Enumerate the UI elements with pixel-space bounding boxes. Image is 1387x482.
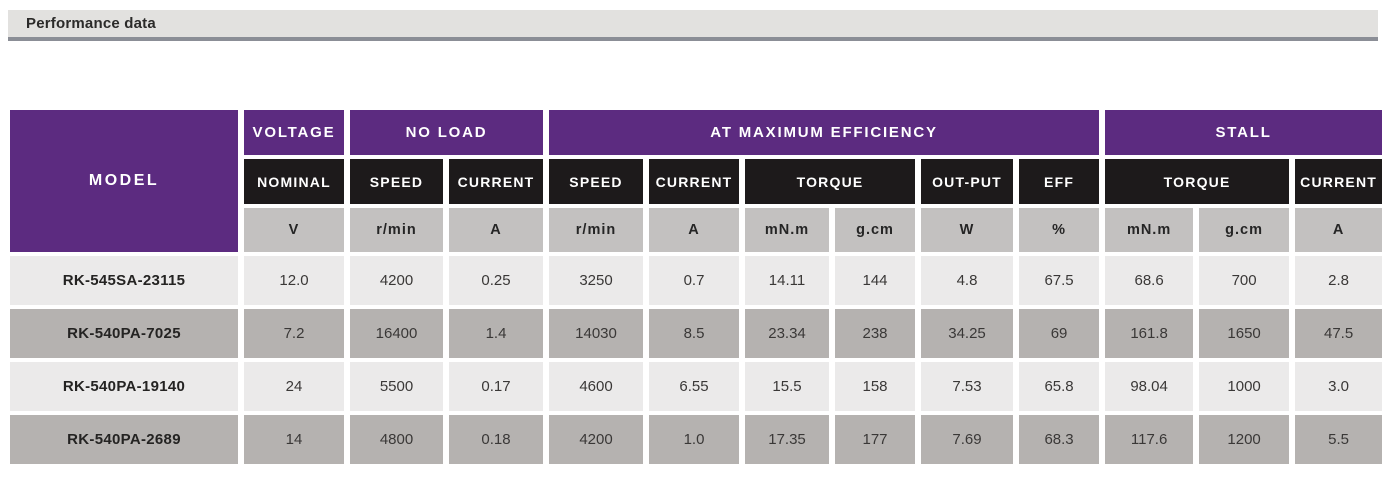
subheader-maxeff-torque: TORQUE bbox=[745, 159, 916, 204]
group-header-no-load: NO LOAD bbox=[350, 110, 544, 155]
value-cell: 14.11 bbox=[745, 256, 830, 305]
model-cell: RK-540PA-2689 bbox=[10, 415, 238, 464]
value-cell: 1.4 bbox=[449, 309, 544, 358]
value-cell: 1650 bbox=[1199, 309, 1290, 358]
performance-table: MODEL VOLTAGE NO LOAD AT MAXIMUM EFFICIE… bbox=[4, 106, 1387, 468]
value-cell: 158 bbox=[835, 362, 916, 411]
value-cell: 2.8 bbox=[1295, 256, 1383, 305]
value-cell: 7.69 bbox=[921, 415, 1014, 464]
value-cell: 68.3 bbox=[1019, 415, 1100, 464]
model-header-cell: MODEL bbox=[10, 110, 238, 252]
value-cell: 17.35 bbox=[745, 415, 830, 464]
value-cell: 6.55 bbox=[649, 362, 740, 411]
subheader-noload-current: CURRENT bbox=[449, 159, 544, 204]
value-cell: 0.17 bbox=[449, 362, 544, 411]
value-cell: 3250 bbox=[549, 256, 644, 305]
table-row: RK-540PA-19140 24 5500 0.17 4600 6.55 15… bbox=[10, 362, 1383, 411]
value-cell: 7.2 bbox=[244, 309, 344, 358]
value-cell: 5.5 bbox=[1295, 415, 1383, 464]
value-cell: 0.7 bbox=[649, 256, 740, 305]
value-cell: 24 bbox=[244, 362, 344, 411]
value-cell: 4.8 bbox=[921, 256, 1014, 305]
model-cell: RK-545SA-23115 bbox=[10, 256, 238, 305]
subheader-noload-speed: SPEED bbox=[350, 159, 443, 204]
table-row: RK-540PA-2689 14 4800 0.18 4200 1.0 17.3… bbox=[10, 415, 1383, 464]
subheader-output: OUT-PUT bbox=[921, 159, 1014, 204]
value-cell: 16400 bbox=[350, 309, 443, 358]
subheader-eff: EFF bbox=[1019, 159, 1100, 204]
units-row: V r/min A r/min A mN.m g.cm W % mN.m g.c… bbox=[10, 208, 1383, 252]
subheader-stall-current: CURRENT bbox=[1295, 159, 1383, 204]
value-cell: 14030 bbox=[549, 309, 644, 358]
value-cell: 3.0 bbox=[1295, 362, 1383, 411]
value-cell: 69 bbox=[1019, 309, 1100, 358]
value-cell: 4200 bbox=[350, 256, 443, 305]
value-cell: 117.6 bbox=[1105, 415, 1194, 464]
value-cell: 8.5 bbox=[649, 309, 740, 358]
group-header-row: MODEL VOLTAGE NO LOAD AT MAXIMUM EFFICIE… bbox=[10, 110, 1383, 252]
unit-amp-noload: A bbox=[449, 208, 544, 252]
subheader-nominal: NOMINAL bbox=[244, 159, 344, 204]
table-row: RK-545SA-23115 12.0 4200 0.25 3250 0.7 1… bbox=[10, 256, 1383, 305]
unit-watt: W bbox=[921, 208, 1014, 252]
unit-mnm-maxeff: mN.m bbox=[745, 208, 830, 252]
unit-volt: V bbox=[244, 208, 344, 252]
value-cell: 700 bbox=[1199, 256, 1290, 305]
value-cell: 12.0 bbox=[244, 256, 344, 305]
value-cell: 15.5 bbox=[745, 362, 830, 411]
value-cell: 0.18 bbox=[449, 415, 544, 464]
value-cell: 67.5 bbox=[1019, 256, 1100, 305]
value-cell: 4200 bbox=[549, 415, 644, 464]
model-cell: RK-540PA-7025 bbox=[10, 309, 238, 358]
section-title: Performance data bbox=[26, 15, 156, 32]
value-cell: 1000 bbox=[1199, 362, 1290, 411]
value-cell: 4800 bbox=[350, 415, 443, 464]
value-cell: 161.8 bbox=[1105, 309, 1194, 358]
value-cell: 47.5 bbox=[1295, 309, 1383, 358]
value-cell: 98.04 bbox=[1105, 362, 1194, 411]
value-cell: 1.0 bbox=[649, 415, 740, 464]
value-cell: 4600 bbox=[549, 362, 644, 411]
unit-gcm-stall: g.cm bbox=[1199, 208, 1290, 252]
value-cell: 144 bbox=[835, 256, 916, 305]
subheader-stall-torque: TORQUE bbox=[1105, 159, 1290, 204]
table-row: RK-540PA-7025 7.2 16400 1.4 14030 8.5 23… bbox=[10, 309, 1383, 358]
value-cell: 65.8 bbox=[1019, 362, 1100, 411]
value-cell: 5500 bbox=[350, 362, 443, 411]
value-cell: 34.25 bbox=[921, 309, 1014, 358]
unit-rpm-maxeff: r/min bbox=[549, 208, 644, 252]
value-cell: 68.6 bbox=[1105, 256, 1194, 305]
value-cell: 1200 bbox=[1199, 415, 1290, 464]
value-cell: 7.53 bbox=[921, 362, 1014, 411]
unit-amp-maxeff: A bbox=[649, 208, 740, 252]
value-cell: 0.25 bbox=[449, 256, 544, 305]
unit-percent: % bbox=[1019, 208, 1100, 252]
value-cell: 23.34 bbox=[745, 309, 830, 358]
subheader-row: NOMINAL SPEED CURRENT SPEED CURRENT TORQ… bbox=[10, 159, 1383, 204]
value-cell: 177 bbox=[835, 415, 916, 464]
unit-amp-stall: A bbox=[1295, 208, 1383, 252]
group-header-at-maximum-efficiency: AT MAXIMUM EFFICIENCY bbox=[549, 110, 1100, 155]
unit-gcm-maxeff: g.cm bbox=[835, 208, 916, 252]
unit-rpm-noload: r/min bbox=[350, 208, 443, 252]
value-cell: 14 bbox=[244, 415, 344, 464]
group-header-stall: STALL bbox=[1105, 110, 1383, 155]
section-title-bar: Performance data bbox=[8, 10, 1378, 41]
subheader-maxeff-current: CURRENT bbox=[649, 159, 740, 204]
value-cell: 238 bbox=[835, 309, 916, 358]
group-header-voltage: VOLTAGE bbox=[244, 110, 344, 155]
unit-mnm-stall: mN.m bbox=[1105, 208, 1194, 252]
model-cell: RK-540PA-19140 bbox=[10, 362, 238, 411]
subheader-maxeff-speed: SPEED bbox=[549, 159, 644, 204]
